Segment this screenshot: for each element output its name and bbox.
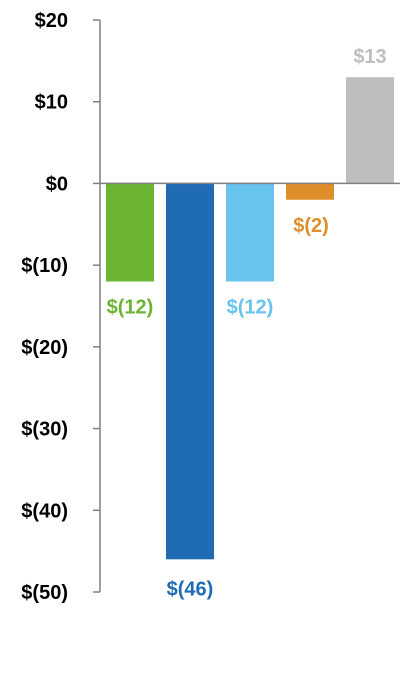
- bar: [166, 183, 214, 560]
- y-tick-label: $20: [35, 10, 68, 32]
- bar: [226, 183, 274, 282]
- y-tick-label: $(40): [21, 500, 68, 522]
- y-tick-label: $0: [46, 173, 68, 195]
- y-tick-label: $(20): [21, 337, 68, 359]
- bar: [106, 183, 154, 282]
- data-label: $(12): [107, 296, 154, 318]
- y-axis-group: $20 $10 $0 $(10) $(20) $(30) $(40) $(50): [21, 10, 101, 604]
- bar: [286, 183, 334, 200]
- bars-group: [106, 77, 394, 560]
- data-label: $(2): [293, 215, 329, 237]
- y-tick-label: $(30): [21, 419, 68, 441]
- y-tick-label: $(10): [21, 255, 68, 277]
- bar: [346, 77, 394, 184]
- data-label: $(46): [167, 578, 214, 600]
- data-labels-group: $(12) $(46) $(12) $(2) $13: [107, 46, 387, 600]
- data-label: $13: [353, 46, 386, 68]
- data-label: $(12): [227, 296, 274, 318]
- y-tick-label: $(50): [21, 582, 68, 604]
- y-tick-label: $10: [35, 92, 68, 114]
